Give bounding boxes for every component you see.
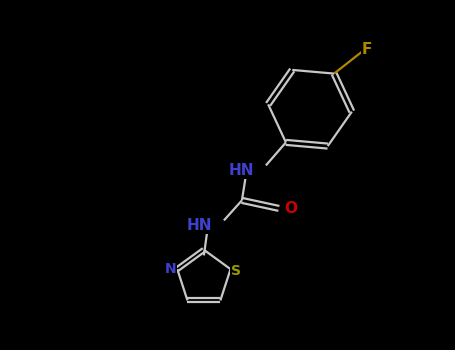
Text: HN: HN bbox=[228, 163, 254, 178]
Text: F: F bbox=[362, 42, 372, 57]
Text: O: O bbox=[284, 201, 298, 216]
Text: N: N bbox=[164, 262, 176, 276]
Text: S: S bbox=[231, 264, 241, 278]
Text: HN: HN bbox=[187, 218, 212, 233]
